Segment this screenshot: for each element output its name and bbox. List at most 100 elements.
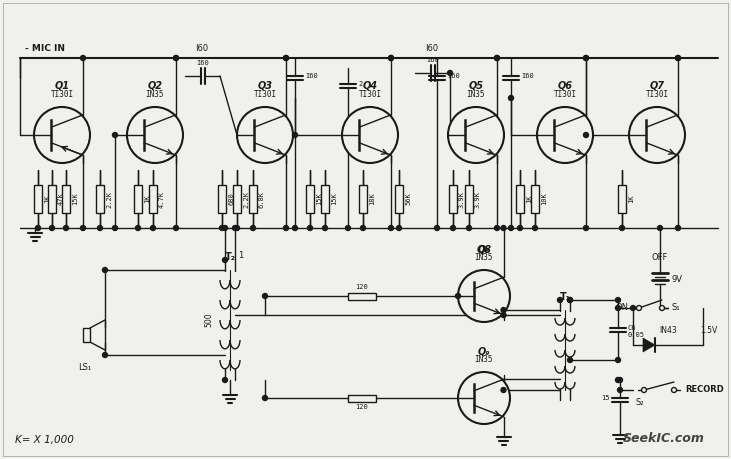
Circle shape <box>308 225 312 230</box>
Text: 680: 680 <box>228 193 234 205</box>
Bar <box>449 185 457 213</box>
Circle shape <box>102 268 107 273</box>
Text: I60: I60 <box>447 73 460 79</box>
Circle shape <box>448 107 504 163</box>
Circle shape <box>567 297 572 302</box>
Text: 3.9K: 3.9K <box>459 190 465 207</box>
Bar <box>62 185 70 213</box>
Circle shape <box>518 225 523 230</box>
Text: I60: I60 <box>521 73 534 79</box>
Text: T₁: T₁ <box>559 292 570 302</box>
Text: Q4: Q4 <box>363 81 377 91</box>
Circle shape <box>80 225 86 230</box>
Circle shape <box>284 56 289 61</box>
Circle shape <box>292 225 298 230</box>
Text: 1: 1 <box>238 251 243 260</box>
Circle shape <box>360 225 366 230</box>
Text: TI30I: TI30I <box>254 90 276 99</box>
Text: 4.7K: 4.7K <box>159 190 165 207</box>
Circle shape <box>675 56 681 61</box>
Circle shape <box>173 56 178 61</box>
Circle shape <box>237 107 293 163</box>
Text: RECORD: RECORD <box>685 386 724 394</box>
Circle shape <box>434 225 439 230</box>
Circle shape <box>232 225 238 230</box>
Bar <box>321 185 329 213</box>
Circle shape <box>583 56 588 61</box>
Circle shape <box>619 225 624 230</box>
Circle shape <box>127 107 183 163</box>
Bar <box>134 185 142 213</box>
Text: S₂: S₂ <box>635 398 643 407</box>
Circle shape <box>637 306 642 310</box>
Text: 10K: 10K <box>541 193 547 205</box>
Circle shape <box>455 293 461 298</box>
Text: 1K: 1K <box>144 195 150 203</box>
Bar <box>233 185 241 213</box>
Circle shape <box>173 56 178 61</box>
Circle shape <box>659 306 664 310</box>
Bar <box>359 185 367 213</box>
Text: I60: I60 <box>305 73 318 79</box>
Text: 2.2K: 2.2K <box>243 190 249 207</box>
Circle shape <box>342 107 398 163</box>
Text: Q1: Q1 <box>55 81 69 91</box>
Text: IN35: IN35 <box>467 90 485 99</box>
Circle shape <box>466 225 471 230</box>
Bar <box>306 185 314 213</box>
Bar <box>96 185 104 213</box>
Text: 500: 500 <box>204 313 213 327</box>
Text: Q₈: Q₈ <box>478 244 491 254</box>
Bar <box>83 328 90 342</box>
Circle shape <box>501 387 506 392</box>
Circle shape <box>322 225 327 230</box>
Text: T₂: T₂ <box>224 252 235 262</box>
Circle shape <box>284 56 289 61</box>
Circle shape <box>388 56 393 61</box>
Circle shape <box>501 225 506 230</box>
Text: 2.2K: 2.2K <box>106 190 112 207</box>
Polygon shape <box>643 338 655 352</box>
Text: C6
0.05: C6 0.05 <box>628 325 645 338</box>
Circle shape <box>222 257 227 263</box>
Circle shape <box>458 372 510 424</box>
Bar <box>395 185 403 213</box>
Text: SeekIC.com: SeekIC.com <box>623 432 705 445</box>
Circle shape <box>532 225 537 230</box>
Text: I60: I60 <box>195 44 208 53</box>
Circle shape <box>388 56 393 61</box>
Text: Q6: Q6 <box>558 81 572 91</box>
Circle shape <box>583 56 588 61</box>
Text: IN43: IN43 <box>659 326 677 335</box>
Circle shape <box>97 225 102 230</box>
Text: 15: 15 <box>602 395 610 401</box>
Circle shape <box>642 387 646 392</box>
Circle shape <box>219 225 224 230</box>
Circle shape <box>657 225 662 230</box>
Circle shape <box>618 377 623 382</box>
Text: TI30I: TI30I <box>553 90 577 99</box>
Circle shape <box>113 133 118 138</box>
Circle shape <box>618 387 623 392</box>
Bar <box>618 185 626 213</box>
Circle shape <box>567 297 572 302</box>
Text: 2: 2 <box>358 80 363 86</box>
Circle shape <box>292 133 298 138</box>
Text: TI30I: TI30I <box>358 90 382 99</box>
Circle shape <box>262 396 268 401</box>
Text: TI30I: TI30I <box>50 90 74 99</box>
Text: K= X 1,000: K= X 1,000 <box>15 435 74 445</box>
Circle shape <box>558 297 562 302</box>
Text: S₁: S₁ <box>672 303 681 313</box>
Circle shape <box>113 225 118 230</box>
Circle shape <box>509 95 513 101</box>
Text: I60: I60 <box>196 60 209 66</box>
Text: 15K: 15K <box>331 193 337 205</box>
Text: Q3: Q3 <box>257 81 273 91</box>
Circle shape <box>672 387 676 392</box>
Circle shape <box>151 225 156 230</box>
Text: IN35: IN35 <box>474 355 493 364</box>
Circle shape <box>616 358 621 363</box>
Circle shape <box>36 225 40 230</box>
Text: 47k: 47k <box>58 193 64 205</box>
